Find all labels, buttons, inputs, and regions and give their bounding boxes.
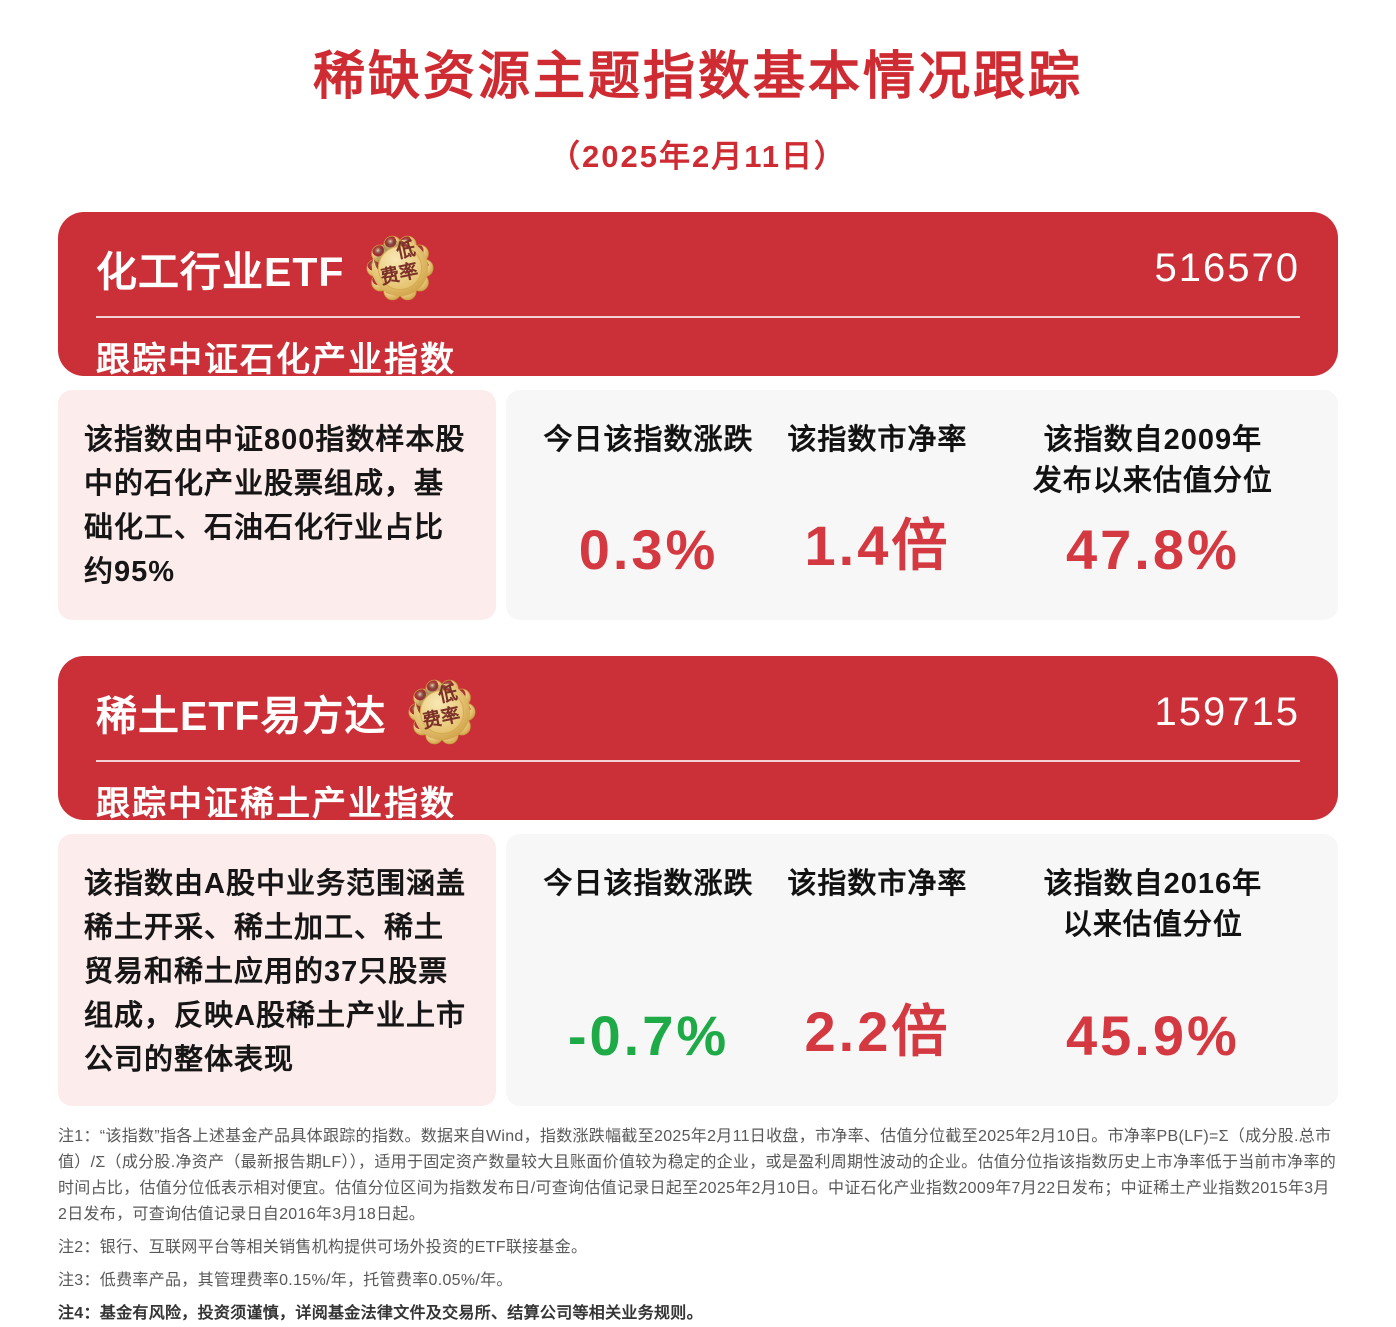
metric-daily-change: 今日该指数涨跌 0.3% [536,420,761,590]
metric-daily-change-value: -0.7% [567,1004,730,1068]
card-header: 稀土ETF易方达 低 [58,656,1338,823]
etf-name: 稀土ETF易方达 [96,693,387,739]
low-fee-seal-icon: 低 费率 [406,676,478,748]
note-1: 注1：“该指数”指各上述基金产品具体跟踪的指数。数据来自Wind，指数涨跌幅截至… [58,1128,1337,1224]
note-4: 注4：基金有风险，投资须谨慎，详阅基金法律文件及交易所、结算公司等相关业务规则。 [58,1304,703,1322]
metric-label-line2: 以来估值分位 [1062,908,1243,941]
etf-card-chemical: 化工行业ETF [58,212,1338,620]
poster: 稀缺资源主题指数基本情况跟踪 （2025年2月11日） 化工行业ETF [58,0,1338,1327]
metric-pb-ratio-value: 2.2倍 [804,1000,951,1064]
metric-daily-change-value: 0.3% [578,518,719,581]
tracking-index-label: 跟踪中证稀土产业指数 [96,785,456,823]
metrics-panel: 今日该指数涨跌 0.3% 该指数市净率 1.4倍 该指数自2009年 发布以来估… [506,390,1338,620]
card-header-top: 稀土ETF易方达 低 [96,674,1300,750]
metric-label-line2: 发布以来估值分位 [1032,464,1273,497]
etf-card-rare-earth: 稀土ETF易方达 低 [58,656,1338,1107]
metric-valuation-percentile: 该指数自2016年 以来估值分位 45.9% [994,864,1312,1076]
card-body: 该指数由A股中业务范围涵盖稀土开采、稀土加工、稀土贸易和稀土应用的37只股票组成… [58,834,1338,1107]
note-3: 注3：低费率产品，其管理费率0.15%/年，托管费率0.05%/年。 [58,1271,513,1289]
metrics-panel: 今日该指数涨跌 -0.7% 该指数市净率 2.2倍 该指数自2016年 以来估值… [506,834,1338,1107]
metric-valuation-percentile: 该指数自2009年 发布以来估值分位 47.8% [994,420,1312,590]
card-body: 该指数由中证800指数样本股中的石化产业股票组成，基础化工、石油石化行业占比约9… [58,390,1338,620]
metric-label-line1: 该指数自2016年 [1043,868,1263,900]
etf-code: 516570 [1154,245,1300,290]
page-date: （2025年2月11日） [549,139,847,174]
index-description: 该指数由A股中业务范围涵盖稀土开采、稀土加工、稀土贸易和稀土应用的37只股票组成… [58,834,496,1107]
note-2: 注2：银行、互联网平台等相关销售机构提供可场外投资的ETF联接基金。 [58,1239,588,1257]
low-fee-seal-label: 低 费率 [379,238,421,289]
metric-valuation-percentile-value: 47.8% [1066,518,1240,581]
low-fee-seal-label: 低 费率 [421,682,463,733]
footnotes: 注1：“该指数”指各上述基金产品具体跟踪的指数。数据来自Wind，指数涨跌幅截至… [58,1124,1338,1326]
tracking-index-label: 跟踪中证石化产业指数 [96,341,456,379]
header-divider [96,316,1300,318]
metric-pb-ratio: 该指数市净率 2.2倍 [761,864,994,1076]
metric-pb-ratio-value: 1.4倍 [804,514,951,577]
card-header-top: 化工行业ETF [96,230,1300,306]
metric-valuation-percentile-value: 45.9% [1066,1004,1240,1068]
card-header: 化工行业ETF [58,212,1338,379]
metric-label-line1: 该指数自2009年 [1043,424,1263,456]
metric-pb-ratio: 该指数市净率 1.4倍 [761,420,994,590]
metric-daily-change: 今日该指数涨跌 -0.7% [536,864,761,1076]
page-title: 稀缺资源主题指数基本情况跟踪 [312,48,1083,106]
low-fee-seal-icon: 低 费率 [364,232,436,304]
header-divider [96,760,1300,762]
etf-code: 159715 [1154,689,1300,734]
index-description: 该指数由中证800指数样本股中的石化产业股票组成，基础化工、石油石化行业占比约9… [58,390,496,620]
etf-name: 化工行业ETF [96,249,345,295]
